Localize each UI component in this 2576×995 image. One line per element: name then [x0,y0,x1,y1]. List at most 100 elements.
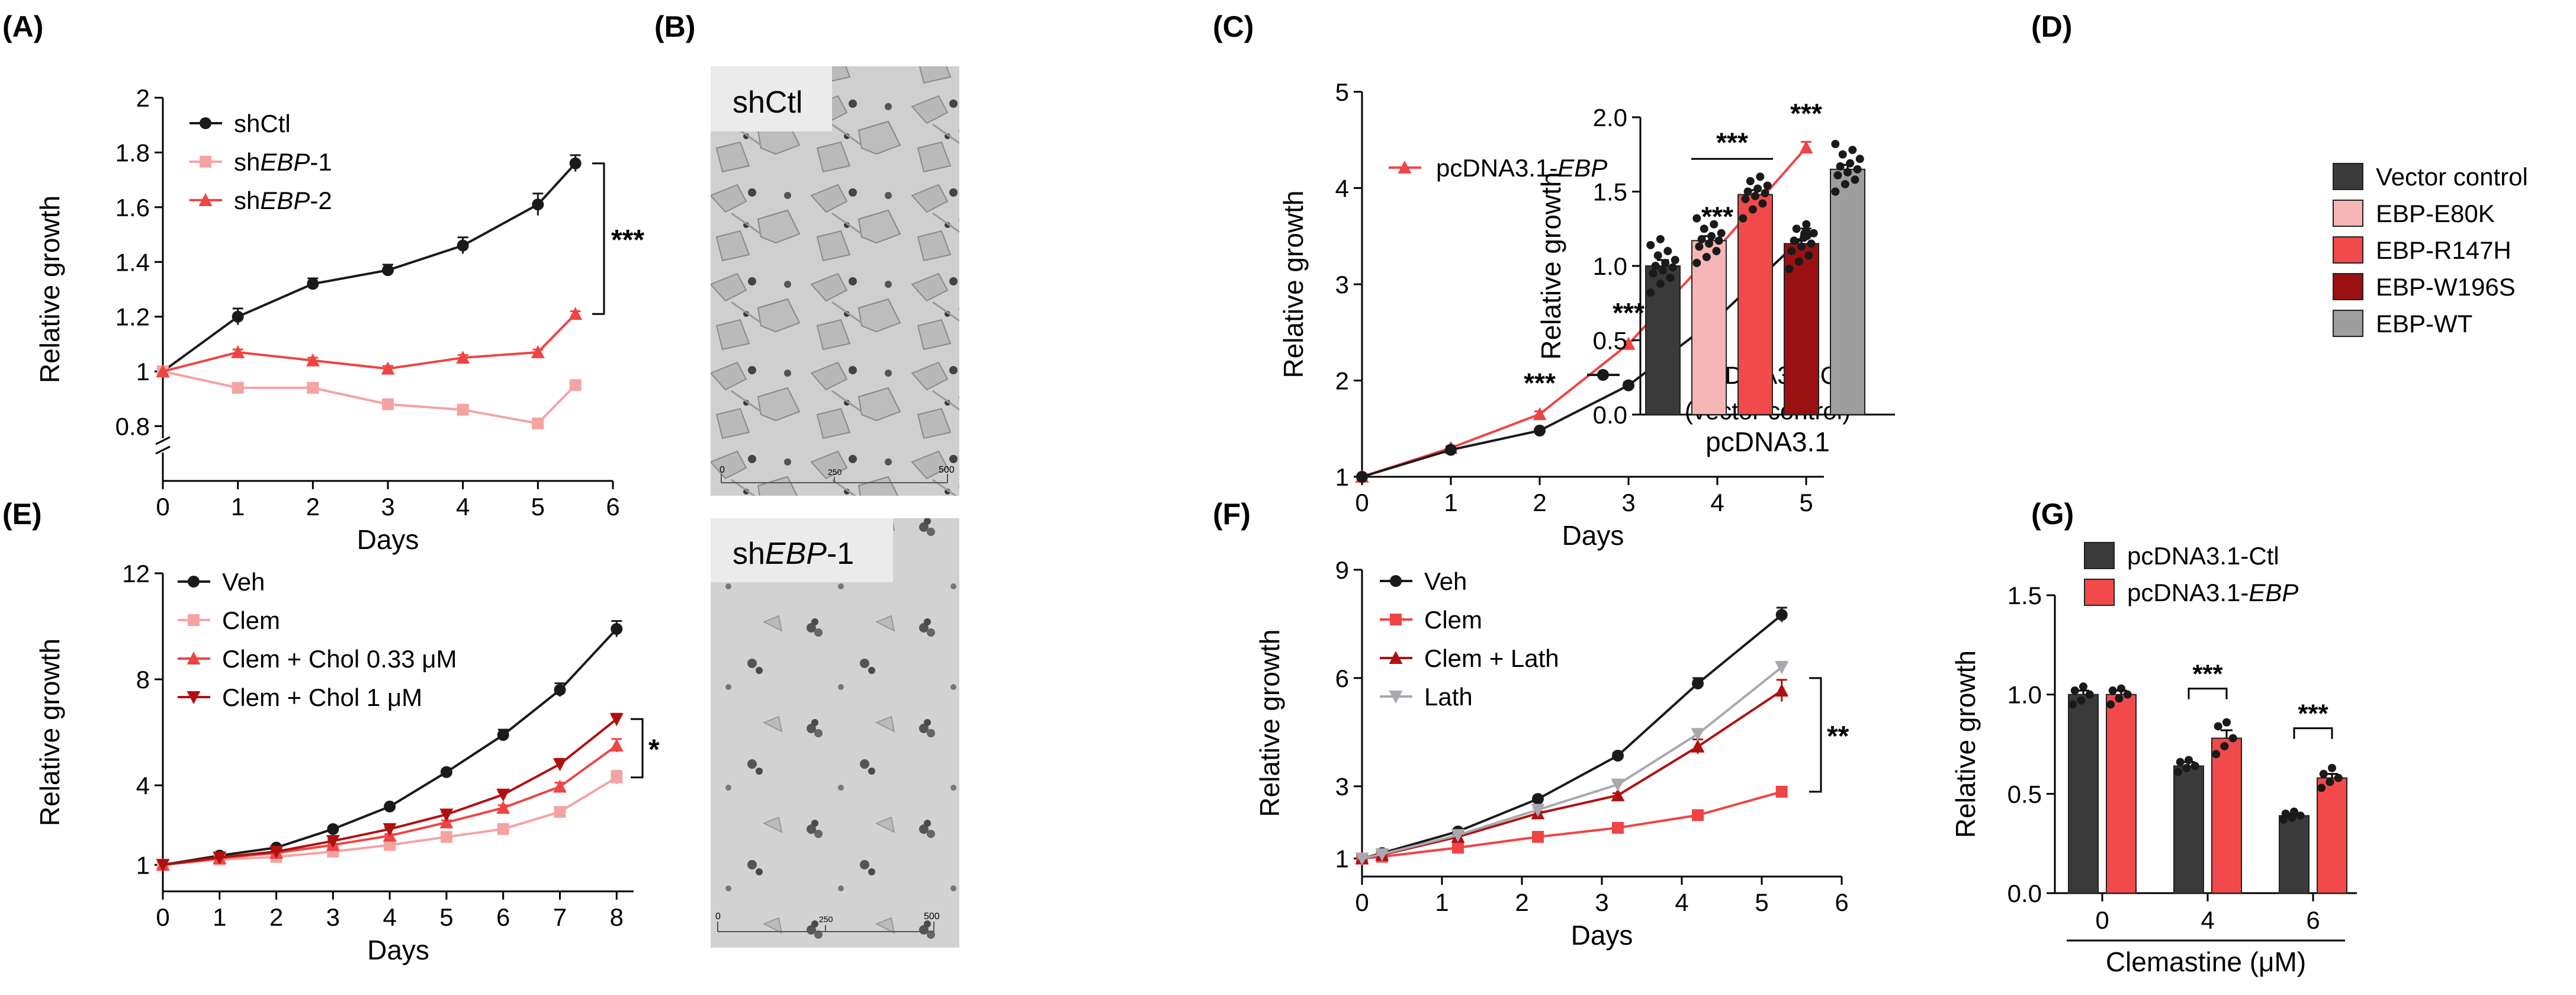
panel-f-y-tick-label: 6 [1335,665,1349,692]
panel-a-legend-label: shEBP-1 [234,148,332,176]
panel-e-data-point [496,801,510,814]
panel-g-significance-bracket [2188,688,2228,699]
panel-e-data-point [383,823,397,836]
panel-d-replicate-point [1838,150,1847,159]
panel-e-x-tick-label: 3 [326,903,340,931]
panel-a-data-point [156,364,170,378]
panel-e-legend-label: Veh [222,568,265,596]
panel-a-data-point [307,278,319,290]
panel-a-y-tick-label: 2 [136,84,150,112]
panel-c-x-tick-label: 0 [1355,489,1369,516]
panel-g-bar [2106,694,2137,894]
panel-d-replicate-point [1661,258,1670,267]
panel-c-legend-marker [1398,161,1412,174]
panel-d-bar [1830,168,1865,415]
panel-a-x-tick-label: 1 [231,493,245,521]
panel-f-legend-label: Clem [1424,606,1482,634]
panel-g-replicate-point [2123,690,2132,699]
panel-a-data-point [381,361,395,375]
panel-c-significance-label: *** [1524,368,1556,399]
panel-c-y-axis-label: Relative growth [1278,190,1309,378]
panel-a-y-tick-label: 1.8 [115,139,150,166]
panel-d-bar [1645,265,1681,415]
panel-e-x-tick-label: 5 [439,903,453,931]
panel-d-replicate-point [1831,140,1840,149]
panel-a-x-axis-label: Days [357,524,419,555]
panel-e-data-point [554,683,566,696]
panel-e-significance-label: * [648,734,660,765]
panel-d-replicate-point [1758,199,1767,208]
panel-d-replicate-point [1787,246,1796,255]
panel-d-legend-swatch [2333,310,2363,337]
panel-c-data-point [1356,471,1368,483]
panel-label-e: (E) [2,498,42,531]
panel-f-significance-bracket [1809,677,1822,793]
panel-f-legend-label: Veh [1424,567,1467,595]
panel-e-data-point [553,779,567,793]
micrograph-top: shCtl 0 250 500 [711,66,959,496]
panel-d-replicate-point [1692,214,1701,223]
panel-g-replicate-point [2281,809,2290,818]
panel-d-replicate-point [1710,220,1719,229]
panel-a-series-2 [156,307,583,378]
panel-g-legend-label: pcDNA3.1-EBP [2127,579,2298,606]
panel-g-y-axis-label: Relative growth [1950,650,1981,838]
panel-a-data-point [457,403,469,416]
panel-d-y-tick-label: 0.5 [1593,327,1627,355]
panel-g-replicate-point [2214,722,2222,731]
panel-a-series-1 [157,365,582,429]
panel-c-data-point [1445,444,1457,456]
panel-e-data-point [496,788,510,802]
panel-e-data-point [553,758,567,772]
panel-d-replicate-point [1666,274,1675,283]
panel-a-data-point [532,417,544,429]
panel-a-y-tick-label: 1.6 [115,194,150,222]
panel-e-data-point [156,859,170,872]
panel-g-legend-swatch [2084,542,2115,569]
panel-g-replicate-point [2228,734,2237,743]
panel-c-legend-marker [1597,369,1609,381]
panel-a-data-point [456,351,470,364]
panel-a-legend-label: shCtl [234,110,291,137]
panel-g-replicate-point [2115,694,2124,703]
panel-f-data-point [1612,821,1624,834]
panel-d-y-tick-label: 1.0 [1593,252,1627,280]
panel-a-data-point [382,264,394,277]
panel-d-replicate-point [1646,288,1655,297]
panel-f-x-tick-label: 0 [1355,888,1369,916]
panel-g-y-tick-label: 1.5 [2008,582,2042,609]
panel-f-significance-label: ** [1827,721,1849,752]
panel-g-replicate-point [2317,784,2326,792]
panel-d-replicate-point [1705,239,1713,248]
panel-d-legend-label: EBP-E80K [2376,200,2495,227]
panel-f-y-tick-label: 9 [1335,556,1349,584]
panel-g-legend-label: pcDNA3.1-Ctl [2127,542,2279,570]
panel-d-replicate-point [1846,159,1855,168]
panel-d-legend-swatch [2333,163,2363,190]
panel-g-replicate-point [2326,778,2334,787]
panel-g-replicate-point [2070,686,2079,695]
panel-e-data-point [439,815,454,829]
panel-c-series-line [1361,233,1807,478]
panel-a-series-0 [157,154,582,378]
panel-d-replicate-point [1848,146,1857,155]
panel-g-significance-label: *** [2298,699,2328,728]
panel-e-data-point [213,851,227,865]
panel-d-replicate-point [1663,246,1672,255]
panel-d-legend-label: Vector control [2376,163,2528,191]
panel-d-replicate-point [1851,175,1859,184]
panel-c-y-tick-label: 1 [1335,463,1349,491]
panel-a-series-line [162,370,577,425]
panel-d-replicate-point [1763,181,1772,190]
panel-f-data-point [1692,677,1704,689]
panel-d-replicate-point [1668,263,1677,272]
panel-d-x-axis-label: pcDNA3.1 [1705,426,1830,457]
micrograph-bottom-scalebar [717,922,934,932]
panel-f-data-point [1451,829,1465,842]
panel-f-data-point [1611,788,1625,801]
panel-f-data-point [1612,749,1624,762]
panel-d-legend-swatch [2333,200,2363,227]
panel-f-x-tick-label: 2 [1515,888,1528,916]
panel-g-bar [2317,777,2347,894]
panel-g-replicate-point [2190,762,2199,771]
